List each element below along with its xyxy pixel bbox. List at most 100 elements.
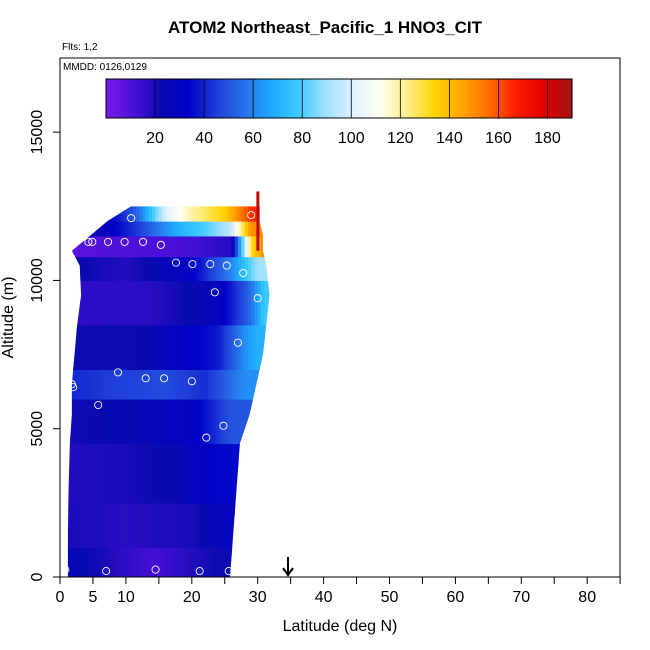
heatmap-cell xyxy=(119,206,124,222)
heatmap-cell xyxy=(129,256,134,281)
colorbar-swatch xyxy=(532,79,536,118)
heatmap-cell xyxy=(79,502,84,548)
colorbar-swatch xyxy=(218,79,222,118)
colorbar-swatch xyxy=(169,79,173,118)
heatmap-cell xyxy=(224,221,229,237)
heatmap-cell xyxy=(178,280,183,326)
heatmap-cell xyxy=(135,235,140,258)
heatmap-cell xyxy=(208,502,213,548)
heatmap-cell xyxy=(132,443,137,504)
heatmap-cell xyxy=(201,206,206,222)
heatmap-cell xyxy=(195,324,199,370)
colorbar-swatch xyxy=(120,79,124,118)
heatmap-cell xyxy=(191,235,196,258)
heatmap-cell xyxy=(129,235,134,258)
heatmap-cell xyxy=(237,369,242,400)
heatmap-cell xyxy=(148,206,153,222)
heatmap-cell xyxy=(201,443,206,504)
heatmap-cell xyxy=(86,547,91,578)
heatmap-cell xyxy=(251,399,256,445)
colorbar-swatch xyxy=(439,79,443,118)
colorbar-swatch xyxy=(125,79,129,118)
heatmap-cell xyxy=(165,369,170,400)
heatmap-cell xyxy=(135,399,140,445)
heatmap-cell xyxy=(69,256,74,281)
heatmap-cell xyxy=(155,280,160,326)
colorbar-swatch xyxy=(250,79,254,118)
heatmap-cell xyxy=(129,443,134,504)
heatmap-cell xyxy=(79,206,84,222)
heatmap-cell xyxy=(99,443,104,504)
heatmap-cell xyxy=(145,502,150,548)
heatmap-cell xyxy=(165,399,170,445)
heatmap-cell xyxy=(139,443,143,504)
heatmap-cell xyxy=(257,324,262,370)
heatmap-cell xyxy=(119,502,124,548)
colorbar-swatch xyxy=(503,79,507,118)
colorbar-swatch xyxy=(137,79,141,118)
colorbar-tick-label: 40 xyxy=(195,130,213,147)
heatmap-cell xyxy=(237,399,242,445)
heatmap-cell xyxy=(247,221,252,237)
heatmap-cell xyxy=(185,206,190,222)
heatmap-cell xyxy=(83,256,87,281)
heatmap-cell xyxy=(221,369,226,400)
heatmap-cell xyxy=(208,206,213,222)
heatmap-cell xyxy=(112,399,117,445)
heatmap-cell xyxy=(221,547,226,578)
colorbar-swatch xyxy=(209,79,213,118)
colorbar-swatch xyxy=(189,79,193,118)
heatmap-cell xyxy=(208,324,213,370)
heatmap-cell xyxy=(274,257,278,281)
heatmap-cell xyxy=(204,206,209,222)
colorbar-swatch xyxy=(277,79,281,118)
heatmap-cell xyxy=(237,502,242,548)
heatmap-cell xyxy=(185,280,190,326)
heatmap-cell xyxy=(109,235,114,258)
colorbar-swatch xyxy=(302,79,306,118)
colorbar-swatch xyxy=(562,79,566,118)
colorbar-swatch xyxy=(285,79,289,118)
heatmap-cell xyxy=(79,256,84,281)
heatmap-cell xyxy=(158,206,163,222)
heatmap-cell xyxy=(198,324,203,370)
chart-title: ATOM2 Northeast_Pacific_1 HNO3_CIT xyxy=(168,18,482,37)
colorbar-swatch xyxy=(518,79,522,118)
heatmap-cell xyxy=(172,235,176,258)
heatmap-cell xyxy=(109,399,114,445)
heatmap-cell xyxy=(102,235,107,258)
data-point xyxy=(104,237,113,246)
heatmap-cell xyxy=(142,443,147,504)
heatmap-cell xyxy=(201,235,206,258)
heatmap-cell xyxy=(83,502,87,548)
heatmap-cell xyxy=(195,235,199,258)
heatmap-cell xyxy=(86,502,91,548)
heatmap-cell xyxy=(96,369,101,400)
colorbar-swatch xyxy=(128,79,132,118)
heatmap-cell xyxy=(191,443,196,504)
heatmap-cell xyxy=(119,235,124,258)
heatmap-cell xyxy=(60,399,64,444)
heatmap-cell xyxy=(244,206,249,222)
heatmap-cell xyxy=(254,547,259,578)
heatmap-cell xyxy=(142,369,147,400)
heatmap-cell xyxy=(135,443,140,504)
heatmap-cell xyxy=(158,324,163,370)
heatmap-cell xyxy=(60,206,64,221)
heatmap-cell xyxy=(106,221,111,237)
heatmap-cell xyxy=(201,324,206,370)
data-point xyxy=(113,368,123,377)
colorbar-tick-label: 140 xyxy=(436,130,463,147)
heatmap-cell xyxy=(125,547,130,578)
heatmap-cell xyxy=(102,369,107,400)
heatmap-cell xyxy=(257,280,262,326)
heatmap-cell xyxy=(145,443,150,504)
heatmap-cell xyxy=(79,399,84,445)
colorbar-swatch xyxy=(132,79,137,118)
heatmap-cell xyxy=(271,257,275,281)
colorbar-swatch xyxy=(184,79,188,118)
heatmap-cell xyxy=(148,256,153,281)
heatmap-cell xyxy=(83,369,87,400)
heatmap-cell xyxy=(109,443,114,504)
